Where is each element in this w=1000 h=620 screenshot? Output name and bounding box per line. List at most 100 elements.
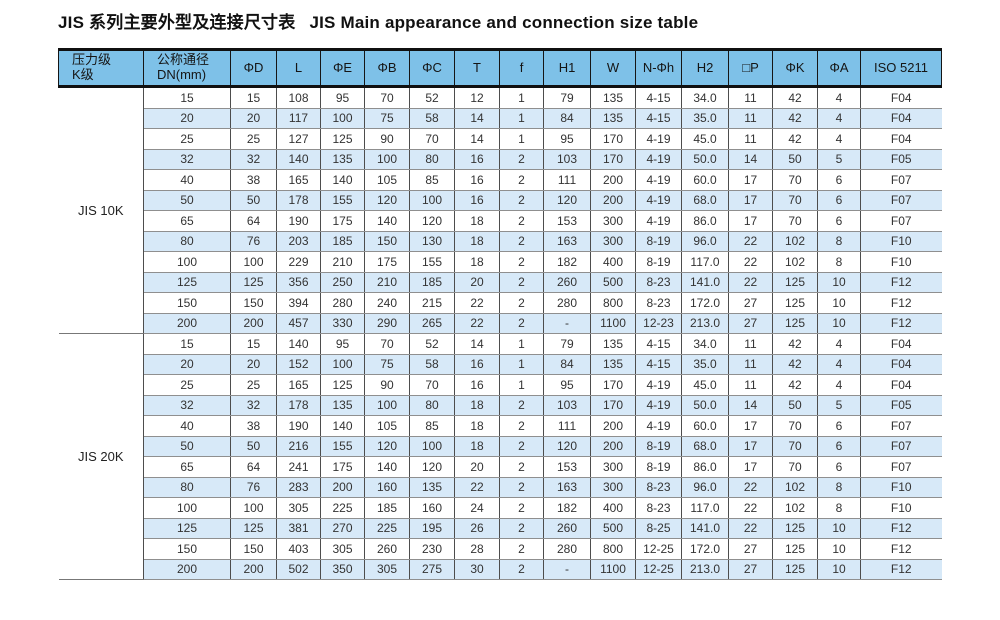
cell: - bbox=[543, 313, 591, 334]
cell: 4-19 bbox=[635, 128, 682, 150]
cell: 172.0 bbox=[681, 292, 729, 314]
cell: 117 bbox=[276, 108, 321, 129]
table-row: 40 38 190 140 105 85 18 2 111 200 4-19 60.0 17 70 6 F07 bbox=[59, 415, 942, 437]
column-header: N-Φh bbox=[635, 48, 682, 88]
cell: 25 bbox=[143, 374, 231, 396]
cell: 45.0 bbox=[681, 374, 729, 396]
table-row: JIS 20K 15 15 140 95 70 52 14 1 79 135 4-15 34.0 11 42… bbox=[58, 333, 942, 580]
column-header-line: f bbox=[519, 59, 524, 75]
cell: 182 bbox=[543, 497, 591, 519]
cell: 2 bbox=[499, 313, 544, 334]
cell: 4-19 bbox=[635, 395, 682, 416]
cell: 215 bbox=[409, 292, 455, 314]
cell: 141.0 bbox=[681, 518, 729, 539]
cell: 50.0 bbox=[681, 149, 729, 170]
cell: 120 bbox=[364, 190, 410, 211]
column-header: H1 bbox=[543, 48, 591, 88]
cell: 95 bbox=[320, 333, 365, 355]
cell: 125 bbox=[143, 272, 231, 293]
cell: 35.0 bbox=[681, 108, 729, 129]
cell: 185 bbox=[364, 497, 410, 519]
cell: F12 bbox=[860, 559, 942, 580]
cell: 135 bbox=[409, 477, 455, 498]
cell: 125 bbox=[320, 128, 365, 150]
column-header-line: T bbox=[473, 59, 481, 75]
table-row: 25 25 165 125 90 70 16 1 95 170 4-19 45.0 11 42 4 F04 bbox=[59, 374, 942, 396]
table-row: 40 38 165 140 105 85 16 2 111 200 4-19 60.0 17 70 6 F07 bbox=[59, 169, 942, 191]
cell: 140 bbox=[276, 333, 321, 355]
cell: 25 bbox=[230, 128, 277, 150]
cell: 16 bbox=[454, 374, 500, 396]
cell: 4-15 bbox=[635, 86, 682, 109]
cell: 20 bbox=[454, 272, 500, 293]
cell: 125 bbox=[772, 292, 818, 314]
cell: 32 bbox=[143, 395, 231, 416]
cell: F04 bbox=[860, 128, 942, 150]
table-row: 125 125 356 250 210 185 20 2 260 500 8-23 141.0 22 12… bbox=[59, 272, 942, 293]
cell: 15 bbox=[143, 86, 231, 109]
cell: 17 bbox=[728, 210, 773, 232]
cell: F12 bbox=[860, 313, 942, 334]
cell: 4-19 bbox=[635, 374, 682, 396]
cell: 100 bbox=[320, 108, 365, 129]
cell: 5 bbox=[817, 395, 861, 416]
table-row: 150 150 403 305 260 230 28 2 280 800 12-25 172.0 27 1… bbox=[59, 538, 942, 560]
cell: 80 bbox=[409, 149, 455, 170]
cell: 8 bbox=[817, 231, 861, 252]
cell: 24 bbox=[454, 497, 500, 519]
cell: 105 bbox=[364, 415, 410, 437]
cell: 32 bbox=[143, 149, 231, 170]
cell: 70 bbox=[409, 374, 455, 396]
cell: 125 bbox=[320, 374, 365, 396]
cell: 150 bbox=[230, 292, 277, 314]
cell: 38 bbox=[230, 169, 277, 191]
cell: 8-19 bbox=[635, 251, 682, 273]
cell: 108 bbox=[276, 86, 321, 109]
cell: 155 bbox=[320, 190, 365, 211]
cell: 800 bbox=[590, 538, 636, 560]
table-row: 20 20 152 100 75 58 16 1 84 135 4-15 35.0 11 42 4 F04 bbox=[59, 354, 942, 375]
cell: 260 bbox=[364, 538, 410, 560]
cell: 140 bbox=[320, 169, 365, 191]
cell: 800 bbox=[590, 292, 636, 314]
cell: 11 bbox=[728, 374, 773, 396]
cell: 4-19 bbox=[635, 169, 682, 191]
column-header: ΦE bbox=[320, 48, 365, 88]
cell: 10 bbox=[817, 518, 861, 539]
cell: 229 bbox=[276, 251, 321, 273]
cell: 4-15 bbox=[635, 108, 682, 129]
cell: 40 bbox=[143, 169, 231, 191]
cell: 125 bbox=[772, 518, 818, 539]
cell: 12-25 bbox=[635, 538, 682, 560]
cell: 8 bbox=[817, 497, 861, 519]
cell: 2 bbox=[499, 190, 544, 211]
column-header: L bbox=[276, 48, 321, 88]
cell: 203 bbox=[276, 231, 321, 252]
cell: 165 bbox=[276, 169, 321, 191]
column-header: ΦB bbox=[364, 48, 410, 88]
cell: 68.0 bbox=[681, 436, 729, 457]
cell: 18 bbox=[454, 231, 500, 252]
cell: 163 bbox=[543, 231, 591, 252]
cell: 15 bbox=[143, 333, 231, 355]
cell: 12-23 bbox=[635, 313, 682, 334]
cell: 155 bbox=[409, 251, 455, 273]
cell: 200 bbox=[590, 415, 636, 437]
cell: 185 bbox=[320, 231, 365, 252]
cell: 79 bbox=[543, 333, 591, 355]
cell: 6 bbox=[817, 169, 861, 191]
cell: 175 bbox=[320, 210, 365, 232]
cell: 80 bbox=[143, 231, 231, 252]
cell: 8-19 bbox=[635, 231, 682, 252]
cell: 10 bbox=[817, 292, 861, 314]
cell: 64 bbox=[230, 210, 277, 232]
cell: 2 bbox=[499, 292, 544, 314]
cell: 135 bbox=[590, 86, 636, 109]
column-header: ISO 5211 bbox=[860, 48, 942, 88]
page-title-zh: JIS 系列主要外型及连接尺寸表 bbox=[58, 13, 296, 32]
cell: 50 bbox=[143, 190, 231, 211]
cell: 381 bbox=[276, 518, 321, 539]
cell: 22 bbox=[728, 272, 773, 293]
cell: 18 bbox=[454, 395, 500, 416]
cell: 5 bbox=[817, 149, 861, 170]
